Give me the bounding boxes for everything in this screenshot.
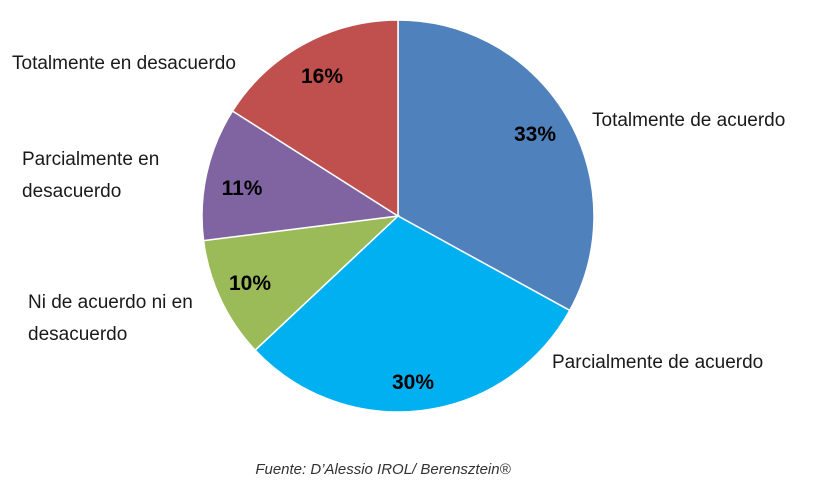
category-label-parcialmente-de-acuerdo: Parcialmente de acuerdo: [552, 352, 763, 373]
pie-slices: [201, 19, 595, 413]
pie-slice-totalmente-en-desacuerdo: [231, 19, 399, 218]
percentage-label-ni-de-acuerdo-ni-en-desacuerdo: 10%: [229, 272, 271, 295]
pie-slice-parcialmente-en-desacuerdo: [201, 109, 401, 242]
percentage-label-parcialmente-de-acuerdo: 30%: [392, 371, 434, 394]
category-label-ni-de-acuerdo-ni-en-desacuerdo: Ni de acuerdo ni en desacuerdo: [28, 292, 193, 345]
source-note: Fuente: D’Alessio IROL/ Berensztein®: [255, 461, 511, 478]
category-label-totalmente-de-acuerdo: Totalmente de acuerdo: [592, 110, 785, 131]
category-label-parcialmente-en-desacuerdo: Parcialmente en desacuerdo: [22, 149, 159, 202]
percentage-label-parcialmente-en-desacuerdo: 11%: [222, 177, 263, 200]
category-label-totalmente-en-desacuerdo: Totalmente en desacuerdo: [12, 53, 236, 74]
percentage-labels: 33% 30% 10% 11% 16%: [222, 65, 557, 394]
percentage-label-totalmente-de-acuerdo: 33%: [514, 123, 556, 146]
category-labels: Totalmente de acuerdo Parcialmente de acu…: [12, 53, 785, 373]
pie-slice-ni-de-acuerdo-ni-en-desacuerdo: [202, 214, 401, 352]
pie-slice-parcialmente-de-acuerdo: [254, 215, 571, 413]
percentage-label-totalmente-en-desacuerdo: 16%: [301, 65, 343, 88]
pie-slice-totalmente-de-acuerdo: [397, 19, 595, 312]
